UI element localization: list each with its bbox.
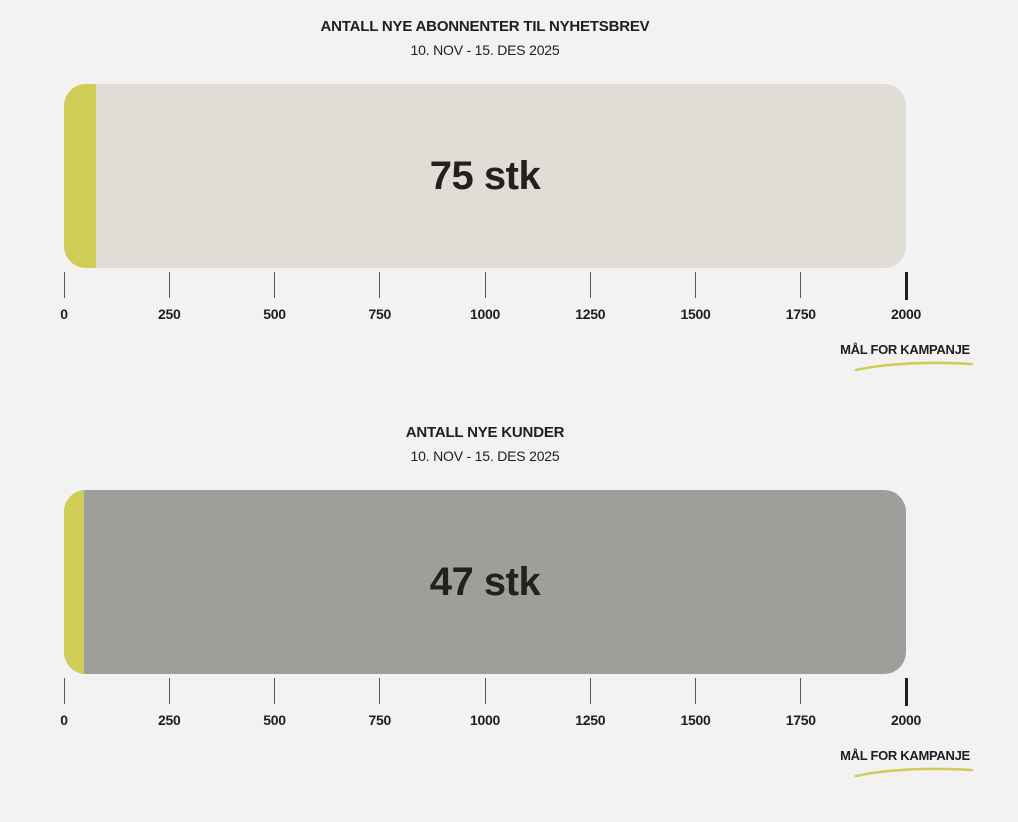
- progress-chart-customers: ANTALL NYE KUNDER 10. NOV - 15. DES 2025…: [0, 406, 1018, 806]
- axis-tick: [695, 678, 696, 704]
- chart-subtitle: 10. NOV - 15. DES 2025: [410, 448, 560, 464]
- axis-tick: [589, 272, 591, 298]
- axis-tick: [695, 272, 696, 298]
- progress-bar-fill: [64, 490, 84, 674]
- progress-value-label: 75 stk: [429, 153, 541, 198]
- progress-bar-fill: [64, 84, 96, 268]
- axis-tick: [168, 678, 170, 704]
- tick-label: 2000: [891, 712, 921, 728]
- goal-label: MÅL FOR KAMPANJE: [840, 748, 970, 763]
- tick-label: 0: [60, 306, 68, 322]
- chart-title: ANTALL NYE KUNDER: [405, 424, 565, 441]
- goal-underline: [854, 767, 974, 778]
- tick-label: 1750: [785, 712, 816, 728]
- progress-bar-track: 47 stk: [64, 490, 906, 674]
- progress-bar-track: 75 stk: [64, 84, 906, 268]
- axis-tick: [379, 678, 381, 704]
- axis-tick: [274, 272, 275, 298]
- tick-label: 500: [263, 306, 286, 322]
- tick-label: 750: [368, 712, 392, 728]
- progress-value-label: 47 stk: [429, 559, 541, 604]
- axis-tick: [63, 678, 65, 704]
- axis-tick: [484, 272, 486, 298]
- axis-tick: [589, 678, 591, 704]
- x-axis: 0 250 500 750 1000 1250 1500 1750 2000: [0, 272, 1018, 332]
- goal-label: MÅL FOR KAMPANJE: [840, 342, 970, 357]
- x-axis: 0 250 500 750 1000 1250 1500 1750 2000: [0, 678, 1018, 738]
- axis-tick: [904, 678, 908, 706]
- axis-tick: [904, 272, 908, 300]
- tick-label: 0: [60, 712, 68, 728]
- tick-label: 1250: [575, 712, 606, 728]
- axis-tick: [63, 272, 65, 298]
- axis-tick: [379, 272, 381, 298]
- axis-tick: [168, 272, 170, 298]
- axis-tick: [800, 678, 802, 704]
- chart-subtitle: 10. NOV - 15. DES 2025: [410, 42, 560, 58]
- tick-label: 2000: [891, 306, 921, 322]
- chart-title: ANTALL NYE ABONNENTER TIL NYHETSBREV: [320, 18, 650, 35]
- tick-label: 500: [263, 712, 286, 728]
- tick-label: 750: [368, 306, 392, 322]
- axis-tick: [484, 678, 486, 704]
- tick-label: 250: [158, 306, 181, 322]
- tick-label: 1000: [470, 306, 500, 322]
- tick-label: 1500: [680, 306, 711, 322]
- tick-label: 1500: [680, 712, 711, 728]
- axis-tick: [800, 272, 802, 298]
- tick-label: 1750: [785, 306, 816, 322]
- tick-label: 250: [158, 712, 181, 728]
- progress-chart-newsletter: ANTALL NYE ABONNENTER TIL NYHETSBREV 10.…: [0, 0, 1018, 400]
- goal-underline: [854, 361, 974, 372]
- axis-tick: [274, 678, 275, 704]
- tick-label: 1000: [470, 712, 500, 728]
- tick-label: 1250: [575, 306, 606, 322]
